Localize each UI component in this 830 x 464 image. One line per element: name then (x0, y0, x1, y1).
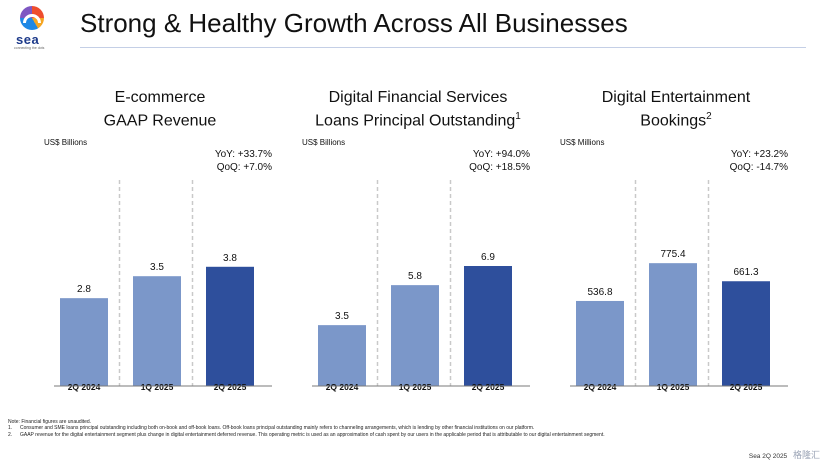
logo-swoosh-icon (23, 14, 41, 23)
logo-tagline: connecting the dots (14, 46, 45, 50)
category-label: 1Q 2025 (141, 382, 174, 392)
category-label: 2Q 2024 (326, 382, 359, 392)
bar-chart: 2.8 2Q 2024 3.5 1Q 2025 3.8 2Q 2025 (54, 180, 272, 392)
logo-text: sea (16, 32, 40, 47)
bar-chart: 3.5 2Q 2024 5.8 1Q 2025 6.9 2Q 2025 (312, 180, 530, 392)
data-label: 661.3 (733, 267, 758, 278)
footnote-text: GAAP revenue for the digital entertainme… (20, 431, 605, 438)
chart-panel-ecommerce: E-commerce GAAP Revenue US$ Billions YoY… (40, 84, 280, 404)
category-label: 1Q 2025 (657, 382, 690, 392)
footnotes: Note: Financial figures are unaudited. 1… (8, 419, 688, 438)
chart-title-line1: Digital Entertainment (601, 89, 751, 106)
growth-stats: YoY: +33.7% QoQ: +7.0% (215, 148, 272, 174)
category-label: 2Q 2024 (68, 382, 101, 392)
qoq-stat: QoQ: +18.5% (469, 162, 530, 173)
bar (318, 325, 366, 386)
footnote-number: 1. (8, 425, 13, 432)
category-label: 2Q 2025 (214, 382, 247, 392)
data-label: 3.8 (223, 253, 237, 264)
data-label: 6.9 (481, 252, 495, 263)
yoy-stat: YoY: +33.7% (214, 149, 272, 160)
qoq-stat: QoQ: -14.7% (729, 162, 788, 173)
bar (649, 263, 697, 386)
footnote-text: Consumer and SME loans principal outstan… (20, 425, 535, 432)
bar (206, 266, 254, 386)
growth-stats: YoY: +94.0% QoQ: +18.5% (469, 148, 530, 174)
category-label: 2Q 2025 (472, 382, 505, 392)
chart-title-line2: GAAP Revenue (103, 112, 217, 130)
bar (391, 285, 439, 386)
chart-title: E-commerce GAAP Revenue (40, 88, 280, 130)
footnote-item: 1. Consumer and SME loans principal outs… (8, 425, 688, 431)
chart-title-line2: Loans Principal Outstanding1 (315, 111, 521, 130)
chart-title: Digital Financial Services Loans Princip… (298, 88, 538, 130)
bar (133, 276, 181, 386)
data-label: 3.5 (150, 262, 164, 273)
yoy-stat: YoY: +23.2% (730, 149, 788, 160)
sea-logo: sea connecting the dots (12, 6, 52, 52)
data-label: 775.4 (660, 249, 685, 260)
chart-panel-financial-services: Digital Financial Services Loans Princip… (298, 84, 538, 404)
title-divider (80, 47, 806, 48)
bar (576, 300, 624, 386)
footnote-ref: 1 (515, 111, 521, 122)
bar (722, 281, 770, 386)
bar (464, 266, 512, 386)
unit-label: US$ Billions (44, 138, 88, 147)
category-label: 2Q 2024 (584, 382, 617, 392)
chart-panel-entertainment: Digital Entertainment Bookings2 US$ Mill… (556, 84, 796, 404)
footnote-note: Note: Financial figures are unaudited. (8, 419, 92, 425)
footnote-item: 2. GAAP revenue for the digital entertai… (8, 432, 688, 438)
data-label: 3.5 (335, 311, 349, 322)
yoy-stat: YoY: +94.0% (472, 149, 530, 160)
watermark: 格隆汇 (792, 450, 820, 460)
data-label: 5.8 (408, 271, 422, 282)
data-label: 2.8 (77, 284, 91, 295)
data-label: 536.8 (587, 287, 612, 298)
page-title: Strong & Healthy Growth Across All Busin… (80, 8, 628, 38)
chart-title-line1: E-commerce (114, 89, 206, 106)
growth-stats: YoY: +23.2% QoQ: -14.7% (730, 148, 788, 174)
category-label: 1Q 2025 (399, 382, 432, 392)
footnote-number: 2. (8, 431, 13, 438)
footer: Sea 2Q 2025 格隆汇 (749, 448, 820, 461)
bar (60, 298, 108, 386)
unit-label: US$ Millions (560, 138, 605, 147)
chart-title: Digital Entertainment Bookings2 (556, 88, 796, 130)
category-label: 2Q 2025 (730, 382, 763, 392)
footer-text: Sea 2Q 2025 (748, 453, 788, 460)
qoq-stat: QoQ: +7.0% (216, 162, 272, 173)
unit-label: US$ Billions (302, 138, 346, 147)
chart-title-line1: Digital Financial Services (328, 89, 508, 106)
footnote-ref: 2 (706, 111, 712, 122)
bar-chart: 536.8 2Q 2024 775.4 1Q 2025 661.3 2Q 2025 (570, 180, 788, 392)
chart-title-line2: Bookings2 (640, 111, 712, 130)
